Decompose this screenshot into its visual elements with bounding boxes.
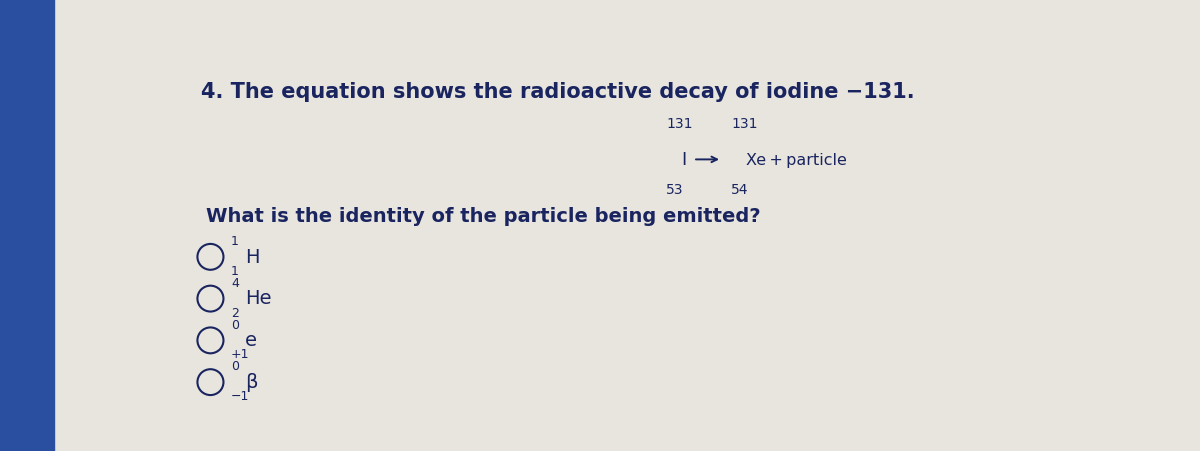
Text: 4: 4 [230,276,239,289]
Text: e: e [245,331,257,350]
Text: −1: −1 [230,389,250,402]
Text: 4. The equation shows the radioactive decay of iodine −131.: 4. The equation shows the radioactive de… [202,82,914,102]
Text: 1: 1 [230,235,239,248]
Text: 0: 0 [230,318,239,331]
Text: 54: 54 [731,183,749,197]
Text: 2: 2 [230,306,239,319]
Text: He: He [245,289,271,308]
Text: 53: 53 [666,183,684,197]
Text: β: β [245,372,257,391]
Text: 131: 131 [666,116,692,130]
Text: 0: 0 [230,359,239,373]
Text: 1: 1 [230,264,239,277]
Text: 131: 131 [731,116,757,130]
Text: Xe + particle: Xe + particle [746,152,847,167]
Text: H: H [245,247,259,266]
Text: I: I [682,151,686,169]
Text: +1: +1 [230,348,250,360]
Text: What is the identity of the particle being emitted?: What is the identity of the particle bei… [206,206,761,225]
